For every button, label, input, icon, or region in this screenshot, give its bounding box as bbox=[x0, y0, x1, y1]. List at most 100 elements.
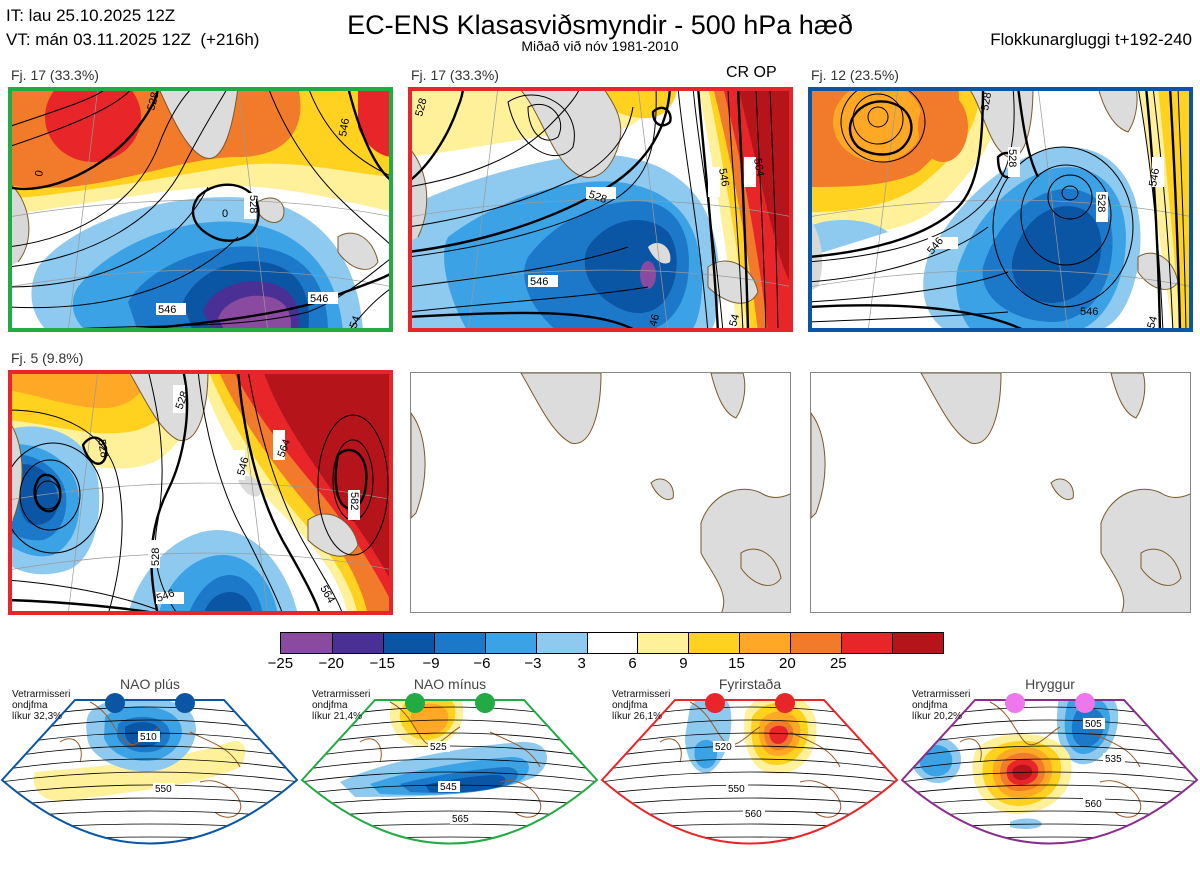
colorbar-tick-label: −15 bbox=[369, 655, 395, 672]
regime-note-line: ondjfma bbox=[12, 700, 48, 711]
classification-window: Flokkunargluggi t+192-240 bbox=[990, 30, 1192, 49]
regime-note-line: líkur 32,3% bbox=[12, 711, 63, 722]
regime-note-line: Vetrarmisseri bbox=[312, 689, 371, 700]
cluster-panel-4: 528 528 546 564 582 546 564 528 bbox=[8, 370, 393, 615]
regime-title: NAO mínus bbox=[413, 676, 487, 692]
colorbar-swatch bbox=[739, 633, 791, 653]
regime-note: Vetrarmisseri ondjfma líkur 32,3% bbox=[12, 689, 70, 722]
cluster-3-map: 528 528 546 546 546 54 528 bbox=[808, 87, 1193, 332]
empty-map-6 bbox=[811, 373, 1190, 612]
regime-note-line: líkur 21,4% bbox=[312, 711, 363, 722]
colorbar-swatch bbox=[790, 633, 842, 653]
cluster-4-contour-label: 528 bbox=[150, 548, 162, 566]
cluster-1-contour-label: 0 bbox=[222, 208, 228, 220]
regime-note-line: Vetrarmisseri bbox=[912, 689, 971, 700]
cluster-4-contour-label: 582 bbox=[348, 492, 360, 510]
regime-map: 510 550 bbox=[0, 693, 299, 845]
colorbar-tick-label: −20 bbox=[318, 655, 345, 672]
regime-marker-dot bbox=[775, 693, 795, 713]
colorbar-tick-label: 15 bbox=[728, 655, 745, 672]
regime-note-line: líkur 20,2% bbox=[912, 711, 963, 722]
regime-note-line: líkur 26,1% bbox=[612, 711, 663, 722]
cluster-3-contour-label: 528 bbox=[1006, 149, 1018, 167]
regime-marker-dot bbox=[1075, 693, 1095, 713]
valid-time-line: VT: mán 03.11.2025 12Z (+216h) bbox=[6, 28, 259, 52]
regime-contour-label: 550 bbox=[155, 784, 172, 795]
colorbar bbox=[280, 632, 944, 654]
regime-panel: 505 535 560 Hryggur Vetrarmisseri ondjfma líku… bbox=[900, 672, 1200, 871]
regime-contour-label: 525 bbox=[430, 742, 447, 753]
colorbar-swatch bbox=[433, 633, 485, 653]
colorbar-tick-label: 20 bbox=[779, 655, 796, 672]
cluster-3-contour-label: 528 bbox=[1095, 194, 1107, 212]
empty-map-5 bbox=[411, 373, 790, 612]
regime-note: Vetrarmisseri ondjfma líkur 21,4% bbox=[312, 689, 370, 722]
regime-border bbox=[0, 699, 299, 845]
cluster-1-contour-label: 546 bbox=[158, 304, 176, 316]
panel-1-label: Fj. 17 (33.3%) bbox=[11, 67, 99, 83]
colorbar-tick-label: 9 bbox=[679, 655, 688, 672]
colorbar-tick-label: −6 bbox=[473, 655, 491, 672]
regime-panel: 520 550 560 Fyrirstaða Vetrarmisseri ondjfma l… bbox=[600, 672, 900, 871]
cluster-3-contour-label: 546 bbox=[1080, 306, 1098, 318]
colorbar-tick-label: −25 bbox=[267, 655, 294, 672]
regime-contour-label: 520 bbox=[715, 742, 732, 753]
colorbar-swatch bbox=[535, 633, 587, 653]
cluster-4-contour-label: 546 bbox=[155, 587, 176, 605]
colorbar-swatch bbox=[892, 633, 943, 653]
control-operational-flag: CR OP bbox=[726, 64, 777, 81]
regime-marker-dot bbox=[1005, 693, 1025, 713]
anomaly-shading bbox=[1010, 818, 1042, 829]
regime-marker-dot bbox=[405, 693, 425, 713]
regime-border bbox=[300, 699, 599, 845]
regime-note: Vetrarmisseri ondjfma líkur 20,2% bbox=[912, 689, 970, 722]
cluster-1-contour-label: 546 bbox=[337, 117, 352, 137]
cluster-1-contour-label: 54 bbox=[348, 314, 363, 330]
cluster-2-contour-label: 564 bbox=[751, 157, 766, 177]
cluster-2-contour-label: 528 bbox=[413, 97, 429, 118]
regime-contour-label: 505 bbox=[1085, 719, 1102, 730]
cluster-4-map: 528 528 546 564 582 546 564 528 bbox=[8, 370, 393, 615]
empty-panel-5 bbox=[410, 372, 791, 613]
regime-marker-dot bbox=[705, 693, 725, 713]
regime-note: Vetrarmisseri ondjfma líkur 26,1% bbox=[612, 689, 670, 722]
regime-panel: 510 550 NAO plús Vetrarmisseri ondjfma líkur … bbox=[0, 672, 300, 871]
colorbar-tick-label: −9 bbox=[422, 655, 440, 672]
cluster-2-border bbox=[408, 87, 793, 332]
regime-contour-label: 550 bbox=[728, 784, 745, 795]
colorbar-swatch bbox=[331, 633, 383, 653]
cluster-3-contour-label: 528 bbox=[979, 91, 994, 111]
regime-map: 525 545 565 bbox=[300, 693, 599, 845]
cluster-2-contour-label: 546 bbox=[530, 276, 548, 288]
regime-contour-label: 560 bbox=[745, 809, 762, 820]
cluster-panel-2: 528 528 546 546 564 54 46 bbox=[408, 87, 793, 332]
regime-marker-dot bbox=[175, 693, 195, 713]
cluster-1-map: 528 0 0 528 546 546 546 54 bbox=[8, 87, 393, 332]
regime-note-line: ondjfma bbox=[912, 700, 948, 711]
cluster-1-border bbox=[8, 87, 393, 332]
cluster-3-border bbox=[808, 87, 1193, 332]
empty-panel-6 bbox=[810, 372, 1191, 613]
colorbar-tick-label: 6 bbox=[628, 655, 637, 672]
cluster-3-contour-label: 546 bbox=[1147, 167, 1162, 187]
page-title: EC-ENS Klasasviðsmyndir - 500 hPa hæð bbox=[347, 10, 853, 40]
cluster-4-contour-label: 564 bbox=[276, 438, 294, 459]
colorbar-ticks: −25 −20 −15 −9 −6 −3 3 6 9 15 20 25 bbox=[268, 655, 944, 675]
colorbar-tick-label: 3 bbox=[577, 655, 586, 672]
regime-map: 520 550 560 bbox=[600, 693, 899, 845]
regime-contour-label: 535 bbox=[1105, 754, 1122, 765]
cluster-3-contour-label: 54 bbox=[1145, 315, 1160, 330]
cluster-panel-3: 528 528 546 546 546 54 528 bbox=[808, 87, 1193, 332]
colorbar-swatch bbox=[382, 633, 434, 653]
cluster-4-contour-label: 528 bbox=[174, 390, 192, 411]
run-info: IT: lau 25.10.2025 12Z VT: mán 03.11.202… bbox=[6, 4, 259, 52]
regime-contour-label: 510 bbox=[140, 732, 157, 743]
regime-map: 505 535 560 bbox=[900, 693, 1199, 845]
regime-contour-label: 545 bbox=[440, 782, 457, 793]
climatology-note: Miðað við nóv 1981-2010 bbox=[521, 38, 679, 54]
regime-note-line: ondjfma bbox=[612, 700, 648, 711]
anomaly-shading bbox=[769, 725, 789, 744]
colorbar-swatch bbox=[281, 633, 332, 653]
valid-time: VT: mán 03.11.2025 12Z bbox=[6, 30, 191, 49]
cluster-4-border bbox=[8, 370, 393, 615]
